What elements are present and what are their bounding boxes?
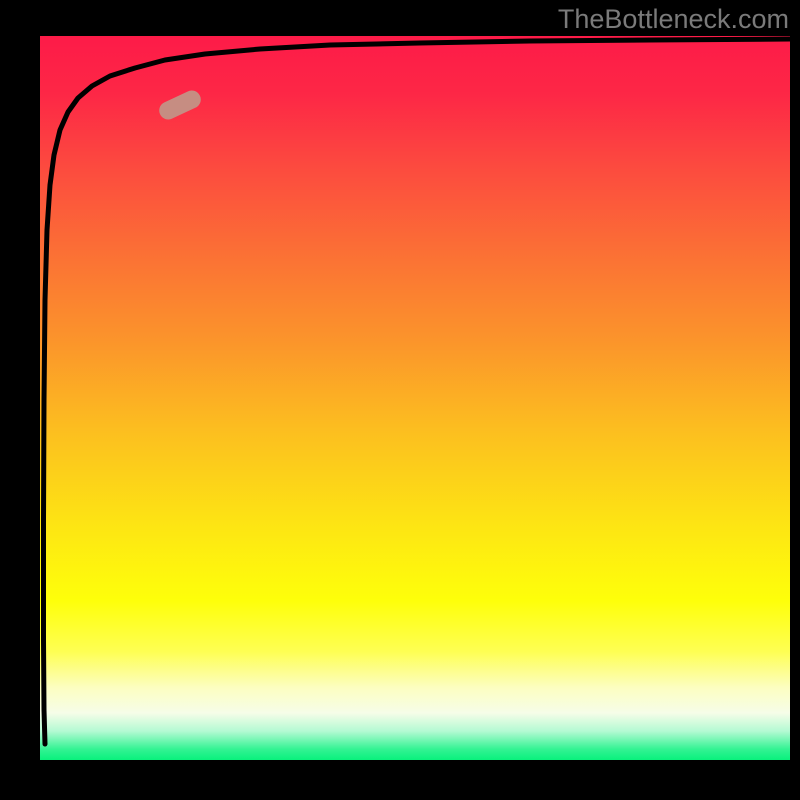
watermark-text: TheBottleneck.com — [558, 4, 789, 35]
chart-frame: TheBottleneck.com — [0, 0, 800, 800]
plot-area — [40, 36, 790, 760]
